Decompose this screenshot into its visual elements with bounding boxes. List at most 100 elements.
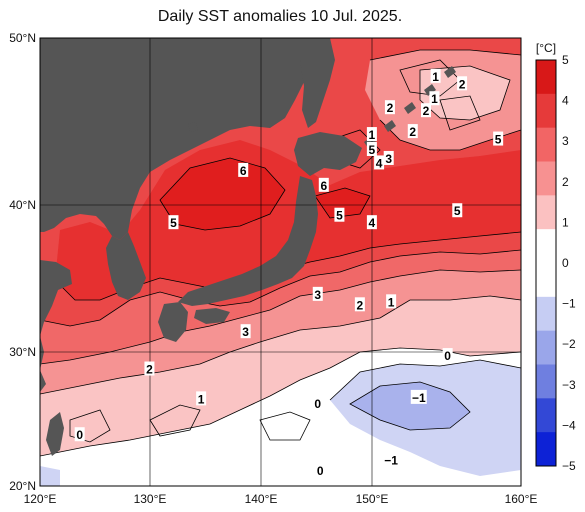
- anomaly-label: −1: [410, 389, 427, 405]
- land-hokkaido: [294, 132, 362, 176]
- anomaly-label: 5: [334, 207, 345, 223]
- lon-label-160: 160°E: [505, 492, 538, 506]
- colorbar-tick-label: 3: [562, 134, 569, 148]
- anomaly-label: 3: [240, 324, 251, 339]
- anomaly-zone-plus6: [160, 158, 285, 230]
- map-title: Daily SST anomalies 10 Jul. 2025.: [157, 8, 403, 25]
- anomaly-label-text: 4: [376, 156, 383, 170]
- anomaly-label-text: 0: [314, 397, 321, 411]
- colorbar-unit: [°C]: [536, 41, 556, 55]
- anomaly-zone-minus1-southwest: [40, 466, 60, 486]
- colorbar-swatch: [536, 229, 556, 264]
- anomaly-label: 1: [366, 127, 377, 142]
- anomaly-label: 6: [318, 177, 329, 193]
- anomaly-label: 5: [493, 131, 504, 147]
- land-masses: [40, 38, 456, 456]
- anomaly-label: 0: [442, 348, 453, 363]
- anomaly-label: 2: [354, 297, 365, 312]
- anomaly-label: 1: [429, 91, 440, 106]
- anomaly-label-text: 3: [314, 288, 321, 302]
- anomaly-label-text: 0: [444, 349, 451, 363]
- anomaly-label: 2: [421, 103, 432, 118]
- lon-axis-labels: 120°E 130°E 140°E 150°E 160°E: [24, 492, 538, 506]
- land-sakhalin: [300, 38, 335, 128]
- land-small-island: [188, 122, 198, 132]
- lat-label-20: 20°N: [9, 479, 36, 493]
- anomaly-label-text: 2: [409, 125, 416, 139]
- anomaly-label: 1: [386, 294, 397, 309]
- anomaly-label: 4: [374, 155, 385, 170]
- colorbar-swatch: [536, 127, 556, 162]
- anomaly-label: 3: [312, 286, 323, 302]
- colorbar-swatch: [536, 60, 556, 95]
- anomaly-label: 5: [366, 142, 377, 157]
- anomaly-label-text: −1: [412, 391, 426, 405]
- colorbar-tick-label: 5: [562, 53, 569, 67]
- anomaly-label-text: 1: [432, 70, 439, 84]
- lat-axis-labels: 50°N 40°N 30°N 20°N: [9, 31, 36, 493]
- lon-label-120: 120°E: [24, 492, 57, 506]
- colorbar-tick-label: −1: [562, 297, 576, 311]
- colorbar-frame: [535, 59, 557, 467]
- anomaly-label: −1: [383, 452, 400, 468]
- land-korea: [106, 232, 146, 300]
- land-taiwan: [46, 412, 64, 456]
- lat-label-30: 30°N: [9, 345, 36, 359]
- anomaly-label: 0: [74, 427, 85, 442]
- anomaly-label: 3: [383, 150, 394, 166]
- colorbar-tick-label: 2: [562, 175, 569, 189]
- colorbar-swatch: [536, 263, 556, 298]
- land-kyushu: [158, 302, 188, 342]
- colorbar-swatch: [536, 195, 556, 230]
- lat-label-50: 50°N: [9, 31, 36, 45]
- colorbar-tick-label: −5: [562, 459, 576, 473]
- colorbar-swatch: [536, 330, 556, 365]
- colorbar-swatch: [536, 296, 556, 332]
- anomaly-zone-minus2: [350, 382, 470, 430]
- colorbar-ticks: 5 4 3 2 1 0 −1 −2 −3 −4 −5: [562, 53, 576, 473]
- anomaly-label-text: 2: [423, 104, 430, 118]
- anomaly-label-text: 6: [240, 164, 247, 178]
- anomaly-label: 2: [407, 124, 418, 139]
- colorbar-swatch: [536, 364, 556, 399]
- anomaly-label: 1: [196, 391, 207, 406]
- colorbar-tick-label: −3: [562, 378, 576, 392]
- graticule: [39, 37, 522, 487]
- anomaly-label-text: 3: [242, 325, 249, 339]
- colorbar-tick-label: −2: [562, 337, 576, 351]
- anomaly-label-text: 2: [459, 77, 466, 91]
- anomaly-label: 5: [168, 215, 179, 230]
- anomaly-label-text: 5: [454, 204, 461, 218]
- anomaly-label-text: 5: [369, 143, 376, 157]
- lon-label-140: 140°E: [245, 492, 278, 506]
- anomaly-label-text: 5: [495, 133, 502, 147]
- colorbar-tick-label: 1: [562, 215, 569, 229]
- colorbar-swatch: [536, 398, 556, 433]
- colorbar-swatch: [536, 432, 556, 467]
- anomaly-label-text: 5: [170, 216, 177, 230]
- anomaly-label-text: 1: [198, 392, 205, 406]
- colorbar-tick-label: 0: [562, 256, 569, 270]
- anomaly-label-text: 0: [76, 428, 83, 442]
- colorbar-swatches: [535, 59, 557, 467]
- anomaly-label-text: 1: [388, 295, 395, 309]
- anomaly-label: 0: [315, 463, 326, 478]
- colorbar-tick-label: 4: [562, 94, 569, 108]
- colorbar: [°C] 5 4 3 2 1 0 −1 −2 −3 −4 −5: [535, 41, 576, 473]
- lon-label-130: 130°E: [134, 492, 167, 506]
- land-shikoku: [194, 308, 230, 324]
- anomaly-label-text: 0: [317, 464, 324, 478]
- anomaly-label-text: 2: [146, 363, 153, 377]
- land-china-coast: [40, 260, 72, 392]
- anomaly-label: 1: [430, 68, 441, 84]
- lat-label-40: 40°N: [9, 198, 36, 212]
- land-honshu: [178, 176, 318, 306]
- anomaly-zone-plus6-east: [315, 188, 370, 218]
- anomaly-label: 0: [312, 395, 323, 411]
- anomaly-label: 2: [457, 76, 468, 91]
- colorbar-tick-label: −4: [562, 418, 576, 432]
- contour-lines: [40, 49, 521, 457]
- anomaly-label-text: 1: [431, 92, 438, 106]
- anomaly-label-text: 1: [369, 128, 376, 142]
